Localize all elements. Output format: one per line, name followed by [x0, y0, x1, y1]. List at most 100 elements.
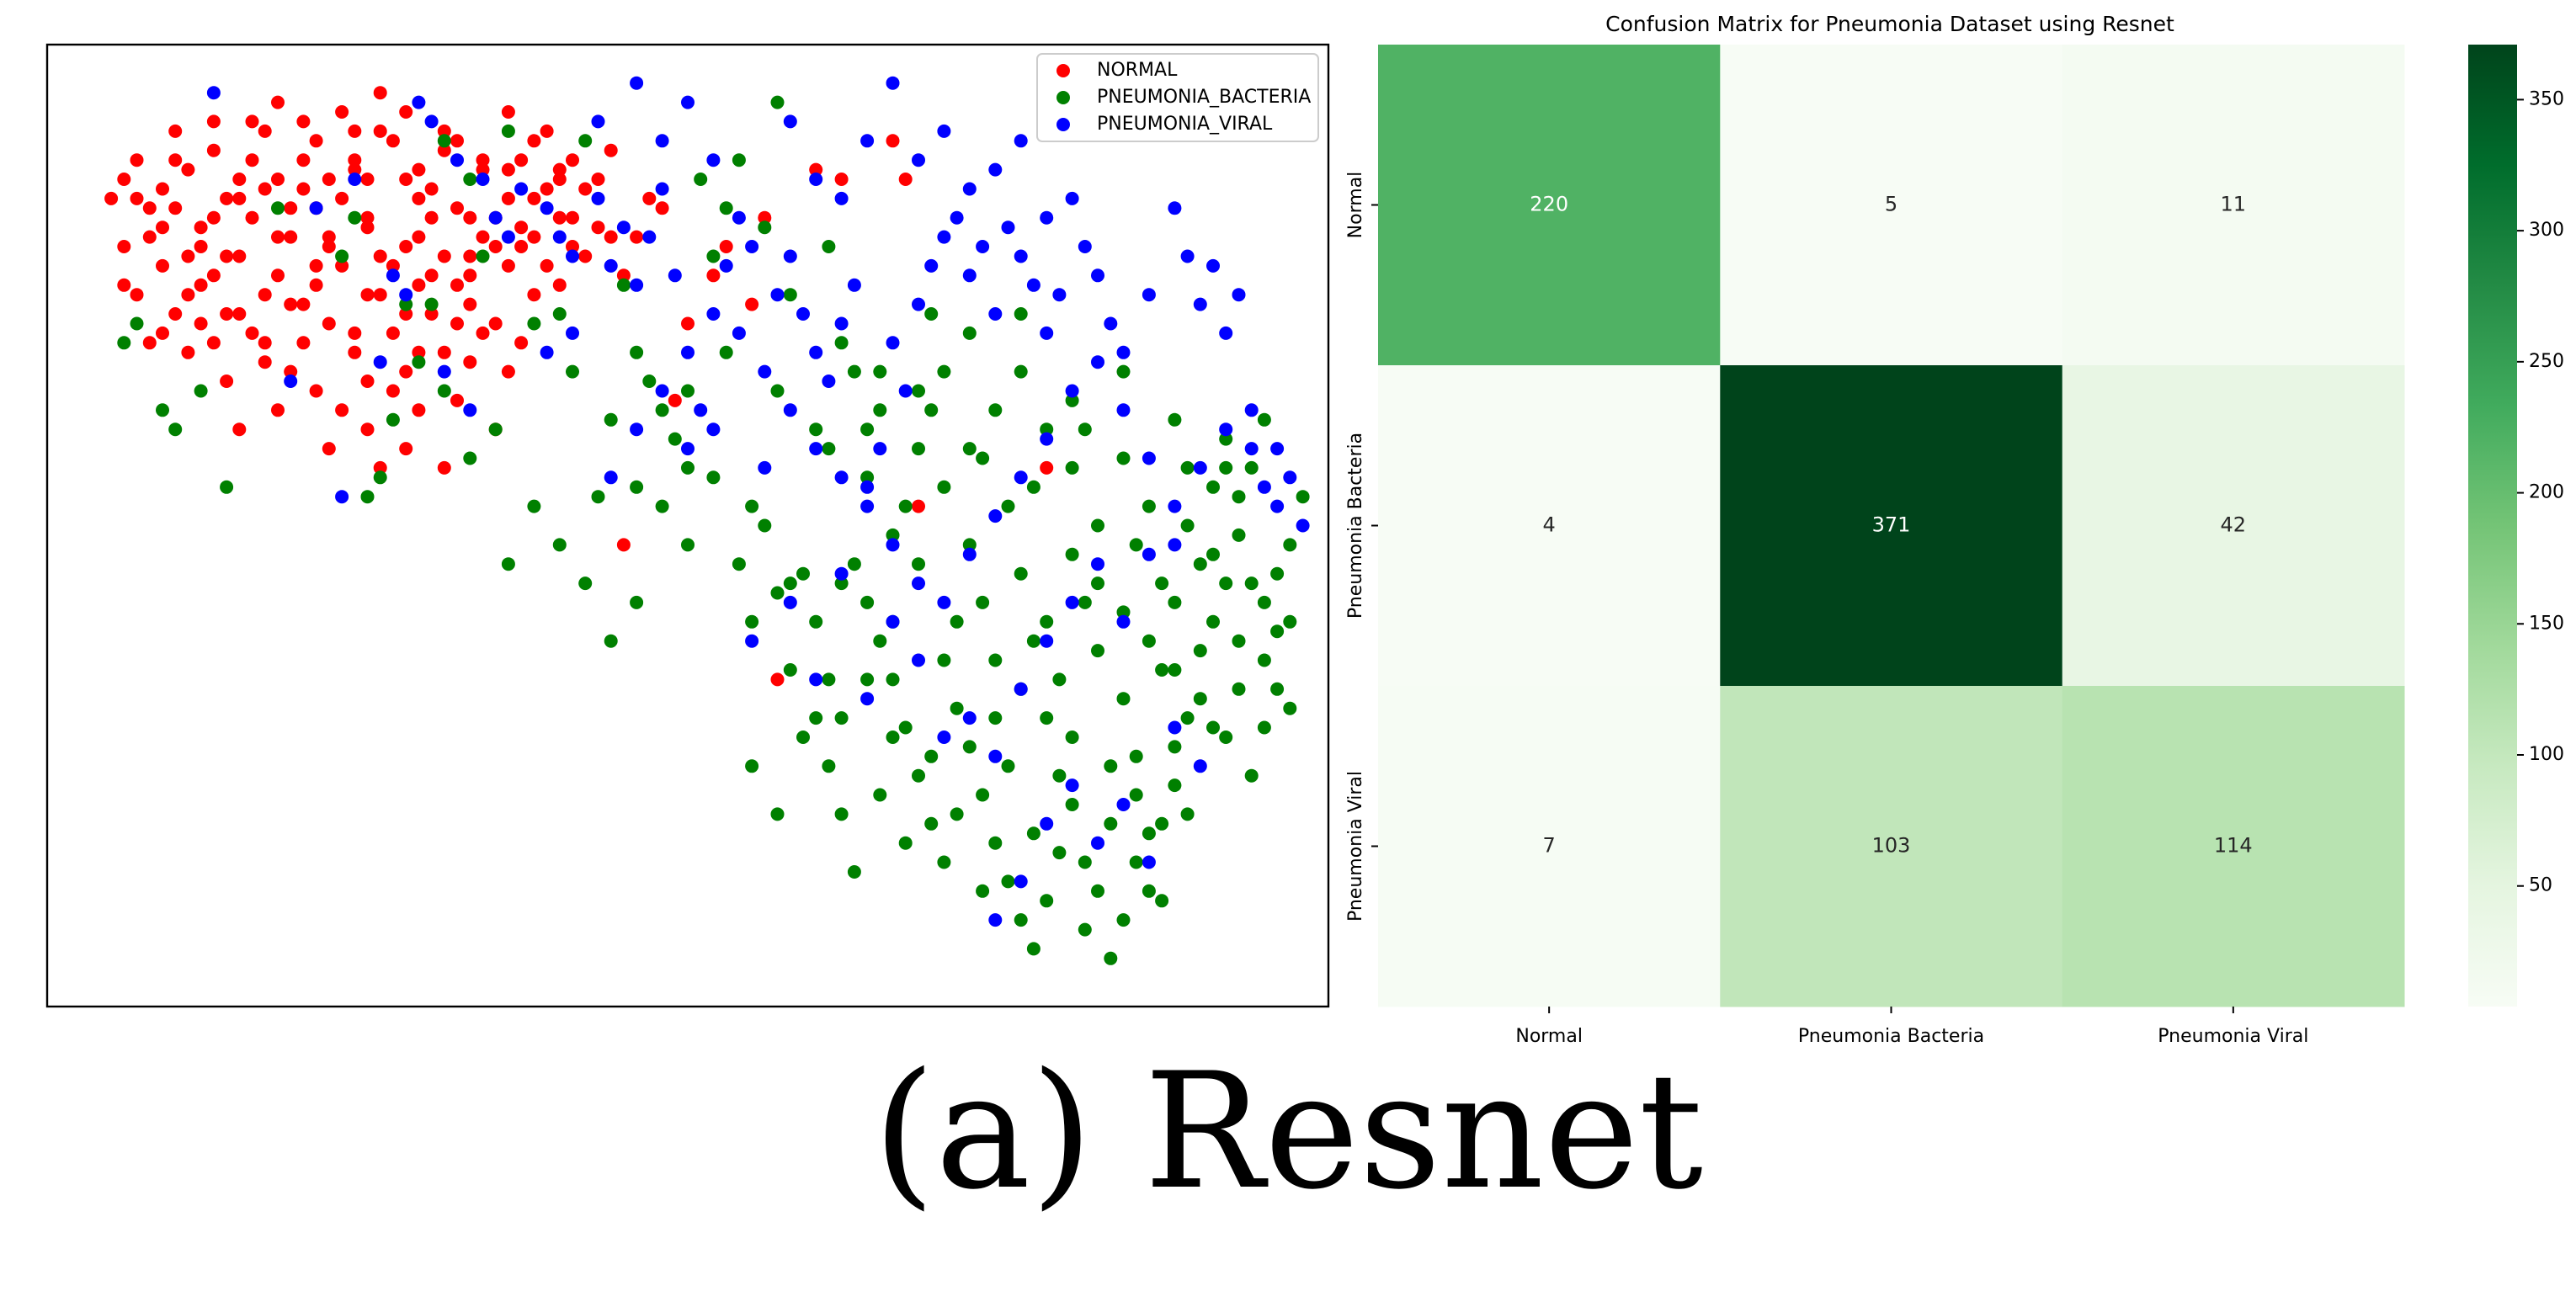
scatter-point-viral-26 — [745, 240, 759, 253]
scatter-point-bacteria-81 — [822, 759, 836, 773]
scatter-point-viral-101 — [681, 345, 695, 359]
scatter-point-normal-164 — [399, 442, 413, 456]
scatter-point-viral-137 — [860, 134, 875, 148]
scatter-point-bacteria-209 — [1168, 412, 1182, 427]
scatter-point-normal-87 — [142, 201, 157, 215]
scatter-point-normal-10 — [232, 191, 247, 205]
colorbar-tick-label-6: 350 — [2529, 88, 2564, 109]
scatter-point-normal-98 — [476, 153, 490, 167]
heatmap-y-tick-label-1: Pneumonia Bacteria — [1345, 433, 1366, 619]
scatter-point-bacteria-180 — [1104, 816, 1118, 831]
scatter-point-bacteria-130 — [860, 672, 875, 687]
legend-label-viral: PNEUMONIA_VIRAL — [1097, 114, 1273, 135]
scatter-point-viral-133 — [706, 153, 721, 167]
scatter-point-bacteria-42 — [860, 470, 875, 485]
heatmap-cell-label-0-2: 11 — [2221, 193, 2247, 216]
scatter-point-normal-12 — [258, 124, 272, 138]
scatter-point-bacteria-31 — [719, 201, 733, 215]
scatter-point-normal-128 — [168, 153, 183, 167]
scatter-point-bacteria-164 — [1232, 490, 1246, 504]
colorbar-tick-label-1: 100 — [2529, 744, 2564, 765]
scatter-point-bacteria-154 — [822, 442, 836, 456]
scatter-point-bacteria-134 — [758, 518, 772, 533]
scatter-point-normal-160 — [181, 345, 195, 359]
scatter-point-normal-48 — [156, 258, 169, 273]
scatter-point-viral-25 — [732, 210, 746, 225]
scatter-point-normal-136 — [552, 210, 567, 225]
scatter-point-bacteria-49 — [950, 614, 964, 629]
legend-marker-bacteria — [1056, 91, 1070, 104]
scatter-point-normal-96 — [412, 162, 426, 177]
scatter-point-viral-58 — [1180, 249, 1195, 263]
scatter-point-bacteria-103 — [1104, 951, 1118, 965]
scatter-point-normal-146 — [566, 153, 579, 167]
scatter-point-normal-16 — [309, 134, 323, 148]
scatter-point-normal-92 — [296, 114, 311, 129]
scatter-point-normal-33 — [527, 230, 541, 244]
scatter-point-bacteria-74 — [1270, 682, 1285, 696]
scatter-point-bacteria-117 — [1283, 701, 1297, 715]
scatter-point-normal-20 — [360, 210, 375, 225]
scatter-point-viral-97 — [1270, 442, 1285, 456]
scatter-point-viral-61 — [1219, 326, 1233, 340]
scatter-point-bacteria-131 — [834, 711, 849, 725]
scatter-point-normal-173 — [117, 278, 131, 292]
scatter-point-normal-144 — [501, 162, 515, 177]
scatter-plot-frame — [45, 43, 1330, 1008]
scatter-point-viral-98 — [604, 470, 618, 485]
scatter-point-normal-22 — [386, 258, 400, 273]
scatter-point-normal-174 — [142, 336, 157, 350]
scatter-point-normal-26 — [437, 143, 451, 157]
scatter-point-bacteria-75 — [1283, 538, 1297, 552]
scatter-point-normal-25 — [424, 182, 439, 196]
scatter-point-viral-46 — [1001, 220, 1015, 235]
scatter-point-viral-77 — [988, 749, 1003, 763]
scatter-point-bacteria-35 — [770, 95, 785, 109]
scatter-point-viral-122 — [630, 76, 644, 90]
scatter-point-bacteria-44 — [886, 528, 900, 542]
scatter-point-bacteria-13 — [437, 134, 451, 148]
scatter-point-normal-43 — [348, 345, 362, 359]
scatter-point-bacteria-99 — [1052, 846, 1067, 860]
scatter-point-viral-76 — [962, 711, 977, 725]
scatter-point-normal-64 — [566, 240, 579, 253]
scatter-point-viral-82 — [1116, 798, 1131, 811]
scatter-point-bacteria-203 — [860, 422, 875, 437]
scatter-point-normal-181 — [463, 210, 477, 225]
scatter-point-viral-48 — [1026, 278, 1041, 292]
scatter-point-normal-171 — [501, 258, 515, 273]
scatter-point-normal-156 — [450, 278, 464, 292]
scatter-point-viral-28 — [770, 288, 785, 302]
scatter-point-viral-125 — [463, 403, 477, 417]
scatter-point-bacteria-146 — [463, 451, 477, 465]
scatter-point-normal-31 — [501, 191, 515, 205]
scatter-point-normal-27 — [450, 201, 464, 215]
scatter-point-bacteria-43 — [873, 403, 887, 417]
scatter-point-normal-142 — [399, 105, 413, 119]
scatter-point-normal-54 — [309, 278, 323, 292]
scatter-point-normal-67 — [604, 143, 618, 157]
scatter-point-normal-21 — [373, 124, 387, 138]
colorbar-gradient — [2468, 45, 2517, 1007]
scatter-point-viral-130 — [386, 268, 400, 283]
scatter-point-normal-115 — [437, 345, 451, 359]
scatter-point-normal-57 — [386, 326, 400, 340]
scatter-point-normal-166 — [258, 288, 272, 302]
scatter-point-bacteria-64 — [1142, 826, 1156, 841]
scatter-point-normal-5 — [168, 201, 183, 215]
scatter-point-bacteria-15 — [476, 249, 490, 263]
scatter-point-bacteria-79 — [783, 663, 797, 677]
scatter-point-normal-131 — [322, 230, 336, 244]
scatter-point-viral-116 — [1065, 384, 1079, 398]
scatter-point-viral-29 — [783, 249, 797, 263]
scatter-point-bacteria-76 — [1296, 490, 1310, 504]
scatter-point-viral-32 — [822, 375, 836, 388]
scatter-point-viral-18 — [642, 230, 657, 244]
scatter-point-bacteria-72 — [1244, 460, 1259, 475]
colorbar-tick-label-4: 250 — [2529, 351, 2564, 372]
heatmap-x-tick-label-1: Pneumonia Bacteria — [1798, 1026, 1984, 1047]
scatter-point-normal-155 — [399, 307, 413, 321]
scatter-point-normal-109 — [463, 297, 477, 311]
scatter-point-normal-34 — [540, 182, 554, 196]
scatter-point-bacteria-10 — [373, 470, 387, 485]
